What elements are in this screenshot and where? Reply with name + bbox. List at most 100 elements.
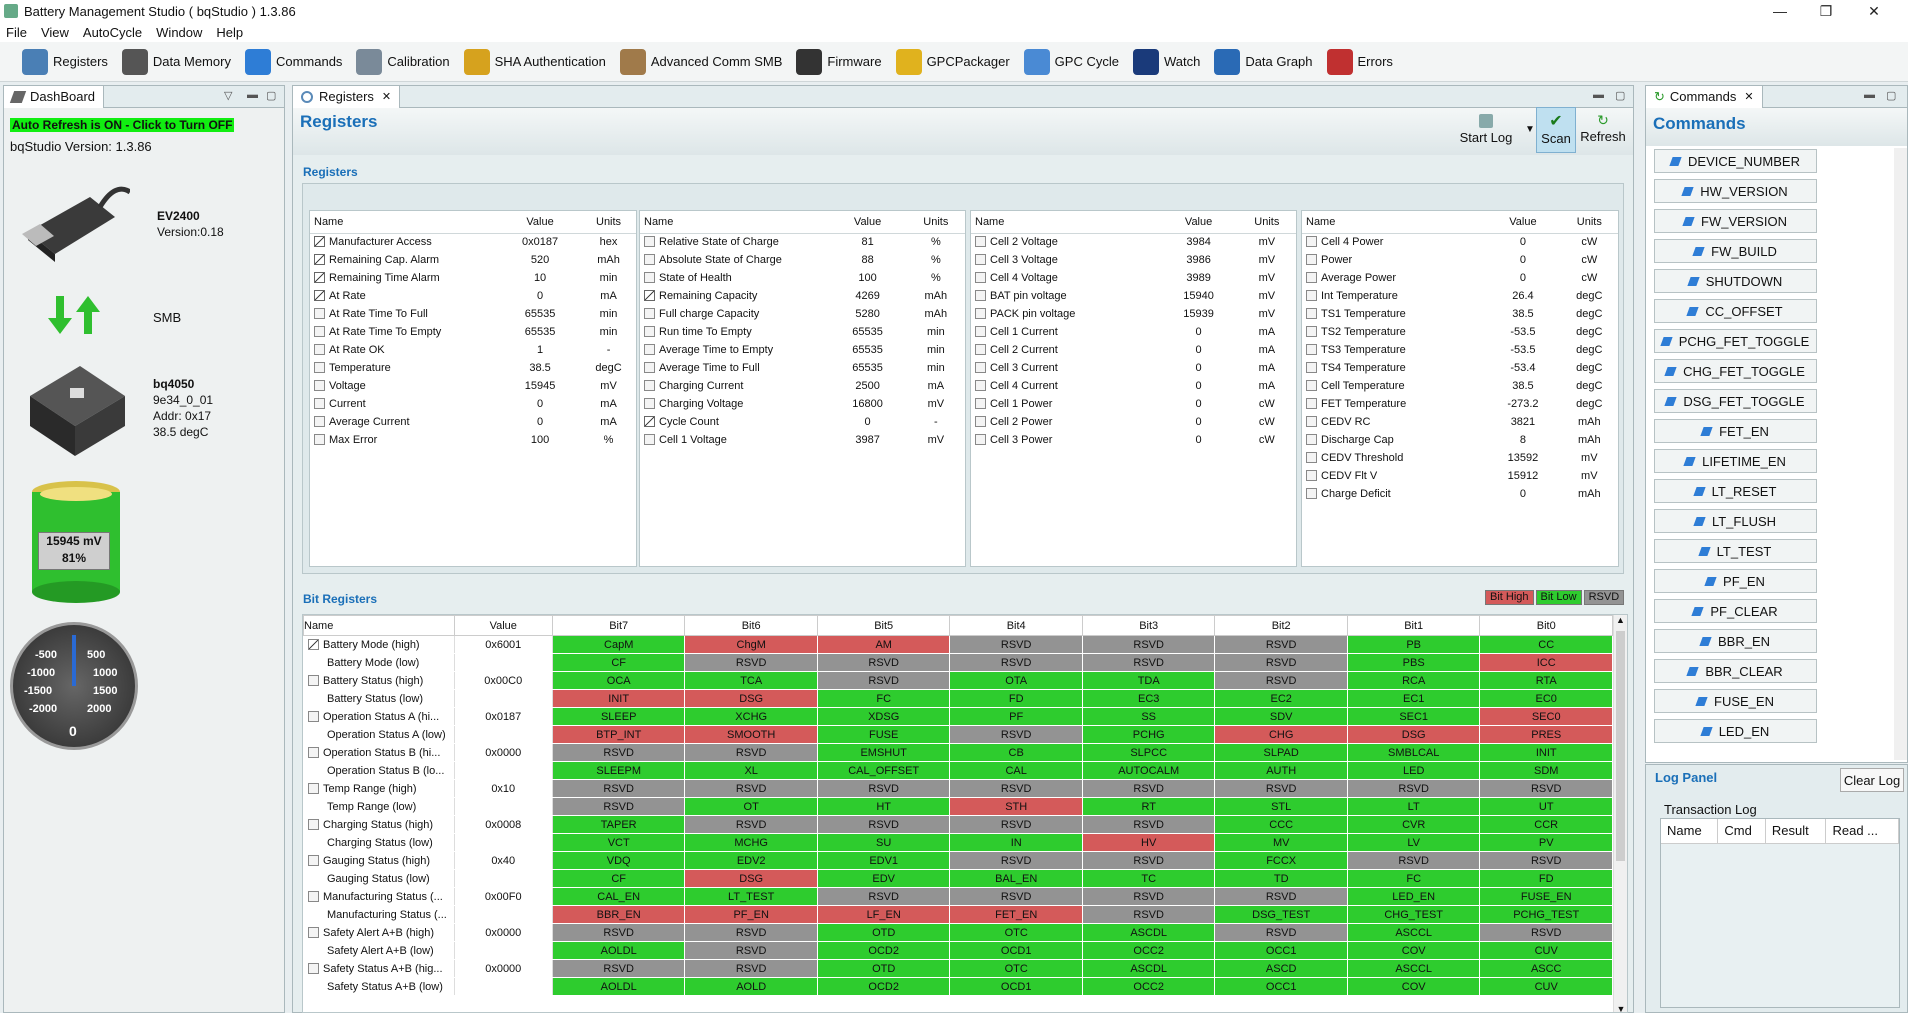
bit-cell[interactable]: OTD xyxy=(816,959,951,978)
command-button[interactable]: CHG_FET_TOGGLE xyxy=(1654,359,1817,383)
bit-register-row[interactable]: Battery Mode (high) 0x6001 CapM ChgM AM RSVD R… xyxy=(303,635,1613,654)
register-value[interactable]: 4269 xyxy=(855,290,880,302)
column-header[interactable]: Value xyxy=(1485,211,1557,234)
register-row[interactable]: Average Current 0 mA xyxy=(310,413,636,431)
bit-cell[interactable]: SEC0 xyxy=(1479,707,1613,726)
bit-column-header[interactable]: Bit0 xyxy=(1479,615,1613,636)
maximize-button[interactable]: ❐ xyxy=(1819,2,1833,19)
bit-cell[interactable]: ASCCL xyxy=(1346,959,1481,978)
view-menu-icon[interactable]: ▽ xyxy=(224,90,233,102)
refresh-button[interactable]: ↻ Refresh xyxy=(1578,112,1628,144)
bit-cell[interactable]: ASCCL xyxy=(1346,923,1481,942)
bit-column-header[interactable]: Bit4 xyxy=(949,615,1083,636)
maximize-view-icon[interactable]: ▢ xyxy=(1615,90,1626,102)
bit-cell[interactable]: CAL_OFFSET xyxy=(816,761,951,780)
register-row[interactable]: Charging Voltage 16800 mV xyxy=(640,395,965,413)
bit-cell[interactable]: FC xyxy=(816,689,951,708)
register-row[interactable]: PACK pin voltage 15939 mV xyxy=(971,305,1296,323)
bit-cell[interactable]: LED_EN xyxy=(1346,887,1481,906)
bit-register-row[interactable]: Operation Status A (low) BTP_INT SMOOTH FUS… xyxy=(303,725,1613,744)
bit-cell[interactable]: RSVD xyxy=(816,887,951,906)
command-button[interactable]: LED_EN xyxy=(1654,719,1817,743)
register-row[interactable]: Average Time to Empty 65535 min xyxy=(640,341,965,359)
bit-cell[interactable]: SLEEPM xyxy=(551,761,686,780)
bit-cell[interactable]: AM xyxy=(816,635,951,654)
command-button[interactable]: FUSE_EN xyxy=(1654,689,1817,713)
bit-cell[interactable]: RSVD xyxy=(1081,635,1216,654)
bit-cell[interactable]: RCA xyxy=(1346,671,1481,690)
bit-cell[interactable]: CB xyxy=(949,743,1083,762)
bit-cell[interactable]: CCC xyxy=(1214,815,1348,834)
scroll-thumb[interactable] xyxy=(1616,631,1625,861)
bit-cell[interactable]: FD xyxy=(949,689,1083,708)
register-row[interactable]: Power 0 cW xyxy=(1302,251,1618,269)
bit-cell[interactable]: RSVD xyxy=(1346,779,1481,798)
column-header[interactable]: Value xyxy=(828,211,903,234)
toolbar-button[interactable]: Watch xyxy=(1132,48,1200,75)
bit-cell[interactable]: LF_EN xyxy=(816,905,951,924)
bit-cell[interactable]: RSVD xyxy=(1214,653,1348,672)
bit-cell[interactable]: OCC1 xyxy=(1214,941,1348,960)
bit-cell[interactable]: EDV2 xyxy=(684,851,818,870)
bit-cell[interactable]: SU xyxy=(816,833,951,852)
bit-cell[interactable]: ChgM xyxy=(684,635,818,654)
bit-cell[interactable]: EC1 xyxy=(1346,689,1481,708)
register-row[interactable]: TS3 Temperature -53.5 degC xyxy=(1302,341,1618,359)
bit-cell[interactable]: HT xyxy=(816,797,951,816)
bit-register-row[interactable]: Battery Status (low) INIT DSG FC FD EC3 EC2 EC1… xyxy=(303,689,1613,708)
bit-cell[interactable]: RSVD xyxy=(816,779,951,798)
register-value[interactable]: 0 xyxy=(864,416,871,428)
minimize-view-icon[interactable]: ▬ xyxy=(1593,89,1604,101)
toolbar-button[interactable]: Data Memory xyxy=(121,48,231,75)
bit-cell[interactable]: IN xyxy=(949,833,1083,852)
register-row[interactable]: Cycle Count 0 - xyxy=(640,413,965,431)
register-row[interactable]: Average Time to Full 65535 min xyxy=(640,359,965,377)
bit-cell[interactable]: RSVD xyxy=(684,923,818,942)
bit-cell[interactable]: RSVD xyxy=(551,959,686,978)
bit-cell[interactable]: EMSHUT xyxy=(816,743,951,762)
bit-cell[interactable]: PV xyxy=(1479,833,1613,852)
bit-cell[interactable]: RSVD xyxy=(1214,887,1348,906)
register-row[interactable]: Int Temperature 26.4 degC xyxy=(1302,287,1618,305)
tab-dashboard[interactable]: DashBoard xyxy=(4,85,105,108)
bit-cell[interactable]: LV xyxy=(1346,833,1481,852)
toolbar-button[interactable]: GPCPackager xyxy=(895,48,1010,75)
bit-cell[interactable]: CAL xyxy=(949,761,1083,780)
bit-cell[interactable]: CF xyxy=(551,869,686,888)
register-row[interactable]: Charge Deficit 0 mAh xyxy=(1302,485,1618,503)
log-column-header[interactable]: Read ... xyxy=(1825,819,1899,844)
register-row[interactable]: Cell 4 Power 0 cW xyxy=(1302,233,1618,251)
tab-registers[interactable]: Registers ✕ xyxy=(293,85,401,108)
register-value[interactable]: 520 xyxy=(530,254,550,266)
column-header[interactable]: Units xyxy=(1556,211,1618,234)
bit-cell[interactable]: FUSE_EN xyxy=(1479,887,1613,906)
bit-register-row[interactable]: Safety Status A+B (low) AOLDL AOLD OCD2 OCD1… xyxy=(303,977,1613,996)
command-button[interactable]: FW_BUILD xyxy=(1654,239,1817,263)
register-row[interactable]: Cell 4 Current 0 mA xyxy=(971,377,1296,395)
register-row[interactable]: TS1 Temperature 38.5 degC xyxy=(1302,305,1618,323)
bit-column-header[interactable]: Bit2 xyxy=(1214,615,1348,636)
bit-cell[interactable]: OCC1 xyxy=(1214,977,1348,996)
bit-cell[interactable]: RSVD xyxy=(949,779,1083,798)
bit-cell[interactable]: PBS xyxy=(1346,653,1481,672)
register-row[interactable]: Cell 1 Voltage 3987 mV xyxy=(640,431,965,449)
minimize-view-icon[interactable]: ▬ xyxy=(247,89,258,101)
bit-cell[interactable]: RSVD xyxy=(1346,851,1481,870)
bit-cell[interactable]: EC3 xyxy=(1081,689,1216,708)
bit-register-row[interactable]: Operation Status B (lo... SLEEPM XL CAL_OFF… xyxy=(303,761,1613,780)
bit-cell[interactable]: OCD1 xyxy=(949,941,1083,960)
bit-cell[interactable]: OTD xyxy=(816,923,951,942)
register-row[interactable]: CEDV RC 3821 mAh xyxy=(1302,413,1618,431)
column-header[interactable]: Units xyxy=(902,211,965,234)
bit-cell[interactable]: PRES xyxy=(1479,725,1613,744)
bit-cell[interactable]: RSVD xyxy=(816,671,951,690)
bit-column-header[interactable]: Bit3 xyxy=(1081,615,1216,636)
register-row[interactable]: Cell 3 Current 0 mA xyxy=(971,359,1296,377)
command-button[interactable]: LT_FLUSH xyxy=(1654,509,1817,533)
bit-cell[interactable]: AUTOCALM xyxy=(1081,761,1216,780)
register-row[interactable]: Average Power 0 cW xyxy=(1302,269,1618,287)
scroll-up-icon[interactable]: ▲ xyxy=(1616,615,1625,625)
bit-cell[interactable]: CUV xyxy=(1479,941,1613,960)
register-row[interactable]: Cell 2 Power 0 cW xyxy=(971,413,1296,431)
register-row[interactable]: TS4 Temperature -53.4 degC xyxy=(1302,359,1618,377)
